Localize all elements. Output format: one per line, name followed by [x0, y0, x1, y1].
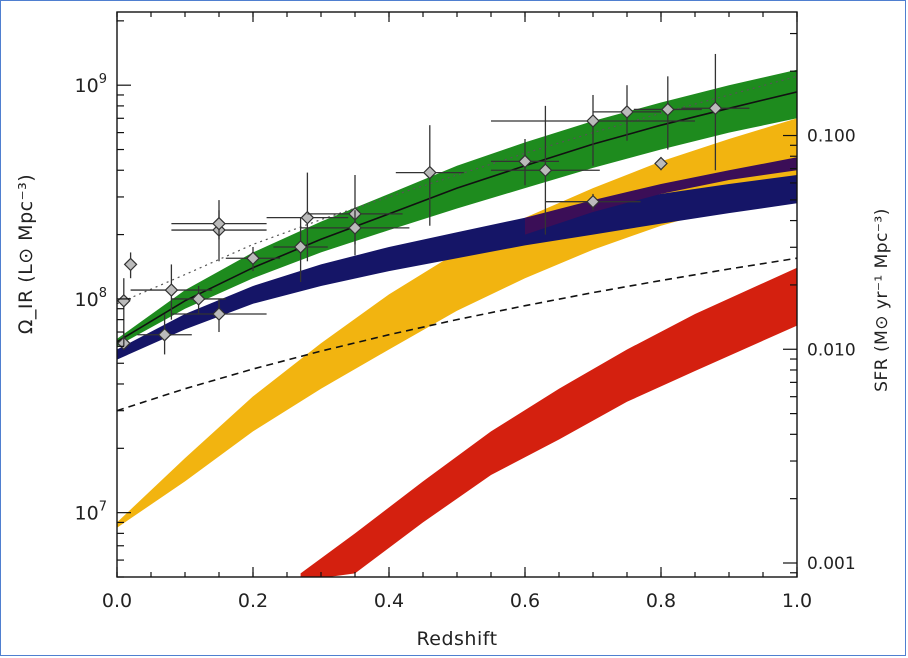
- data-point-22: [681, 53, 750, 171]
- diamond-marker: [422, 165, 437, 180]
- right-axis-label: SFR (M⊙ yr⁻¹ Mpc⁻³): [872, 208, 892, 392]
- data-point-10: [273, 217, 328, 282]
- y-tick-label: 109: [75, 72, 107, 97]
- diamond-marker: [300, 210, 315, 225]
- y-tick-label: 108: [75, 286, 107, 311]
- x-axis-ticks: 0.0 0.2 0.4 0.6 0.8 1.0: [102, 12, 812, 612]
- diamond-marker: [538, 163, 553, 178]
- data-point-9: [225, 246, 281, 272]
- data-point-20: [654, 156, 668, 171]
- data-point-3: [137, 314, 192, 355]
- x-tick-label: 0.8: [646, 590, 676, 612]
- diamond-marker: [246, 251, 260, 266]
- diamond-marker: [654, 156, 668, 171]
- diamond-marker: [164, 283, 179, 297]
- line-dashed: [117, 257, 797, 412]
- diamond-marker: [348, 221, 362, 235]
- data-point-15: [491, 139, 559, 186]
- data-point-13: [300, 210, 410, 245]
- diamond-marker: [293, 240, 308, 254]
- right-axis-ticks: 0.001 0.010 0.100: [783, 32, 856, 574]
- y-axis-ticks: 107 108 109: [75, 20, 131, 578]
- diamond-marker: [157, 327, 172, 342]
- diamond-marker: [660, 102, 675, 117]
- data-point-8: [171, 210, 267, 240]
- x-tick-label: 0.0: [102, 590, 132, 612]
- band-3: [525, 157, 797, 235]
- data-point-18: [545, 193, 641, 211]
- data-point-17: [491, 94, 695, 166]
- data-point-19: [593, 85, 661, 141]
- diamond-marker: [708, 101, 723, 116]
- diamond-marker: [123, 257, 138, 272]
- band-2: [117, 175, 797, 360]
- data-point-16: [491, 105, 600, 235]
- y-axis-label: Ω_IR (L⊙ Mpc⁻³): [15, 174, 37, 334]
- right-tick-label: 0.010: [807, 340, 856, 360]
- diamond-marker: [518, 154, 532, 169]
- x-tick-label: 0.2: [238, 590, 268, 612]
- right-tick-label: 0.100: [807, 127, 856, 147]
- y-tick-label: 107: [75, 500, 107, 525]
- diamond-marker: [586, 114, 600, 128]
- diamond-marker: [117, 293, 131, 308]
- x-tick-label: 0.6: [510, 590, 540, 612]
- data-point-6: [171, 298, 267, 333]
- model-lines: [117, 75, 797, 412]
- x-axis-label: Redshift: [416, 628, 497, 650]
- diamond-marker: [620, 105, 634, 119]
- diamond-marker: [212, 307, 226, 321]
- data-point-14: [395, 125, 464, 226]
- diamond-marker: [212, 216, 226, 231]
- diamond-marker: [191, 292, 206, 306]
- data-point-11: [266, 172, 349, 262]
- line-dotted: [117, 75, 797, 305]
- x-tick-label: 1.0: [782, 590, 812, 612]
- x-tick-label: 0.4: [374, 590, 404, 612]
- data-point-2: [123, 252, 138, 279]
- band-0: [300, 267, 797, 577]
- data-point-21: [633, 76, 702, 150]
- right-tick-label: 0.001: [807, 554, 856, 574]
- diamond-marker: [586, 194, 600, 209]
- data-point-5: [171, 285, 226, 315]
- line-solid: [117, 91, 797, 343]
